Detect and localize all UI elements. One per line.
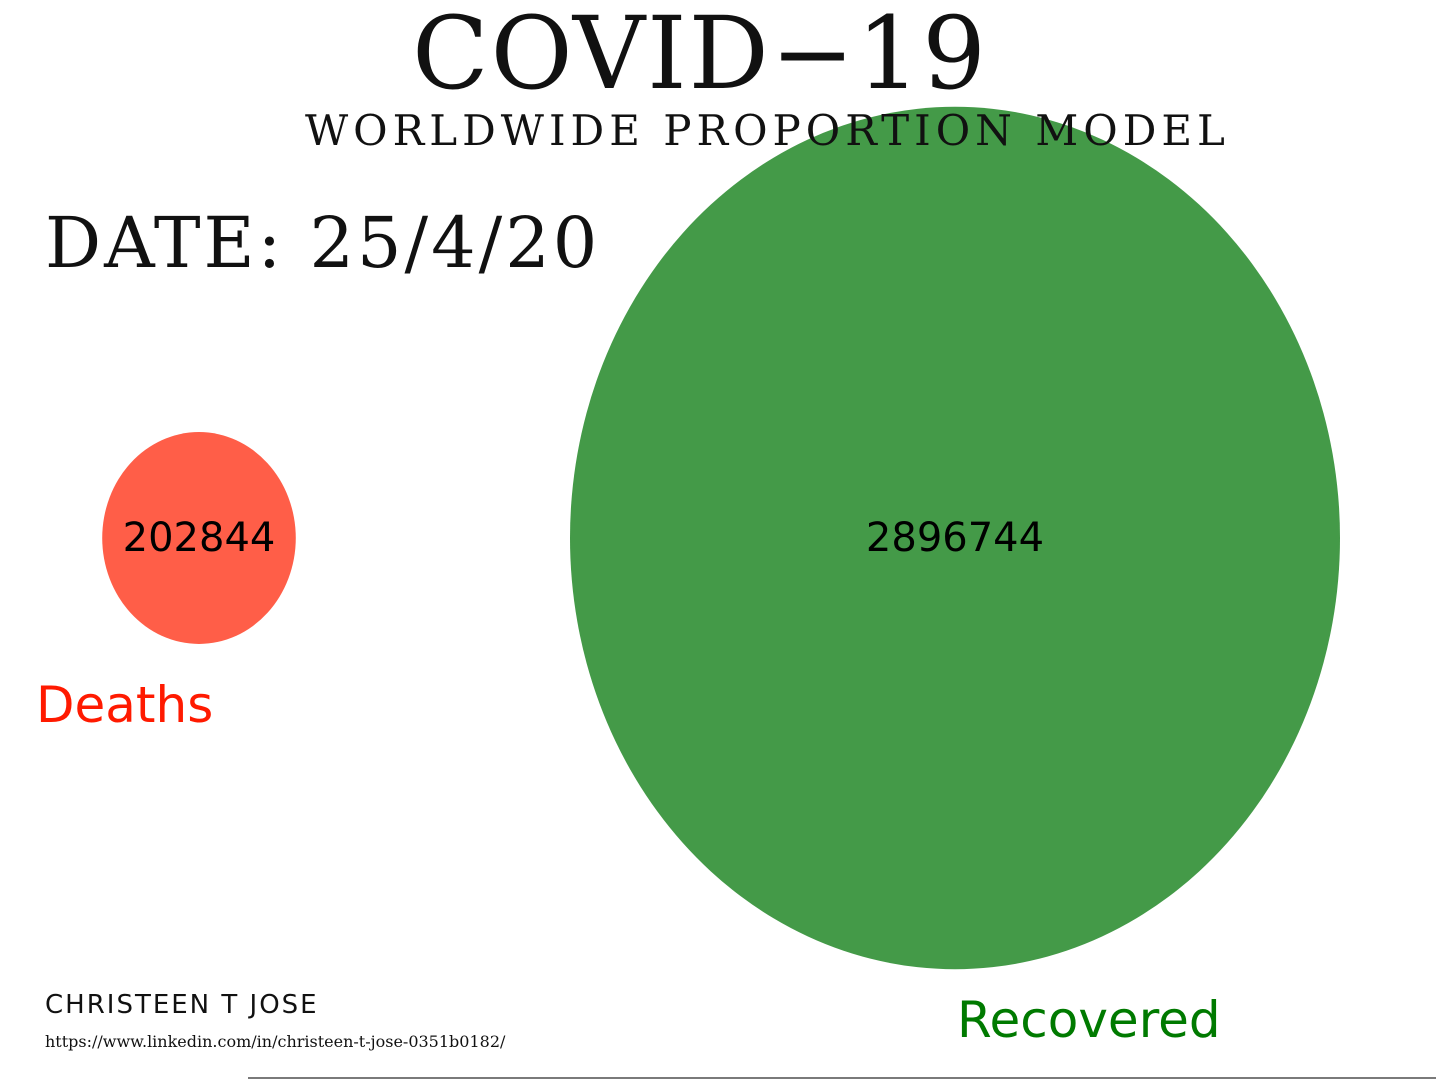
bottom-divider [248,1077,1436,1079]
recovered-series-label: Recovered [957,991,1221,1049]
author-name: CHRISTEEN T JOSE [45,990,319,1020]
chart-title: COVID−19 [412,0,988,112]
chart-subtitle: WORLDWIDE PROPORTION MODEL [305,106,1230,155]
author-link[interactable]: https://www.linkedin.com/in/christeen-t-… [45,1032,506,1051]
deaths-series-label: Deaths [36,676,214,734]
date-label: DATE: 25/4/20 [45,202,601,284]
recovered-value-label: 2896744 [866,515,1044,561]
deaths-value-label: 202844 [123,515,276,561]
recovered-bubble [570,106,1340,970]
deaths-bubble [102,432,296,644]
